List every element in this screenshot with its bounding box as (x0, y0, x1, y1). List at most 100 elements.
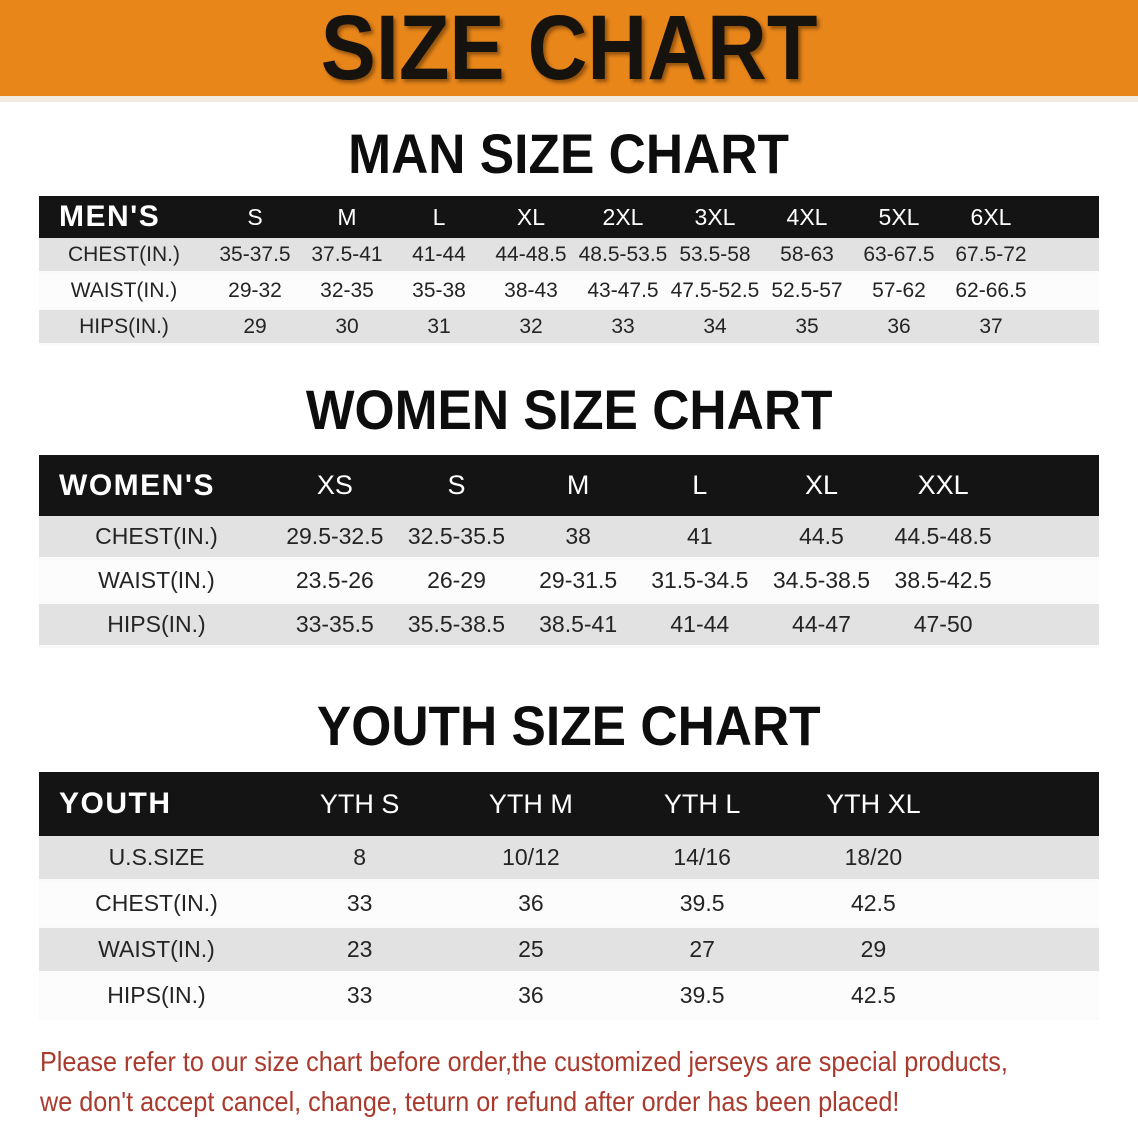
youth-size-section: YOUTH SIZE CHART YOUTH YTH S YTH M YTH L YT… (0, 698, 1138, 1020)
size-column-header: XXL (882, 455, 1004, 516)
row-label: CHEST(IN.) (39, 516, 274, 560)
women-section-heading-text: WOMEN SIZE CHART (305, 378, 833, 441)
size-cell: 34 (669, 308, 761, 346)
banner-title: SIZE CHART (320, 0, 818, 99)
size-cell: 32-35 (301, 272, 393, 310)
size-cell: 38.5-41 (517, 602, 639, 648)
table-row: CHEST(IN.) 35-37.5 37.5-41 41-44 44-48.5 48.5… (39, 238, 1099, 274)
table-row: WAIST(IN.) 23.5-26 26-29 29-31.5 31.5-34.5 34… (39, 558, 1099, 604)
row-label: WAIST(IN.) (39, 558, 274, 604)
spacer-cell (959, 926, 1099, 974)
size-column-header: YTH S (274, 772, 446, 836)
size-cell: 32 (485, 308, 577, 346)
size-column-header: YTH XL (787, 772, 959, 836)
size-cell: 36 (853, 308, 945, 346)
size-cell: 30 (301, 308, 393, 346)
size-cell: 48.5-53.5 (577, 238, 669, 274)
table-row: CHEST(IN.) 29.5-32.5 32.5-35.5 38 41 44.5 44.5… (39, 516, 1099, 560)
size-cell: 29 (209, 308, 301, 346)
size-cell: 23 (274, 926, 446, 974)
table-row: U.S.SIZE 8 10/12 14/16 18/20 (39, 836, 1099, 882)
size-cell: 47-50 (882, 602, 1004, 648)
size-cell: 26-29 (395, 558, 518, 604)
youth-size-table: YOUTH YTH S YTH M YTH L YTH XL U.S.SIZE 8 10/… (39, 772, 1099, 1020)
men-table-body: CHEST(IN.) 35-37.5 37.5-41 41-44 44-48.5 48.5… (39, 238, 1099, 346)
men-size-table: MEN'S S M L XL 2XL 3XL 4XL 5XL 6XL CHEST(IN.) 35-… (39, 196, 1099, 346)
size-cell: 10/12 (445, 836, 617, 882)
women-section-heading: WOMEN SIZE CHART (0, 382, 1138, 438)
size-cell: 43-47.5 (577, 272, 669, 310)
size-cell: 53.5-58 (669, 238, 761, 274)
men-section-heading-text: MAN SIZE CHART (348, 122, 790, 185)
men-size-section: MAN SIZE CHART MEN'S S M L XL 2XL 3XL 4XL 5XL 6X… (0, 126, 1138, 346)
youth-section-heading: YOUTH SIZE CHART (0, 698, 1138, 754)
size-column-header: M (517, 455, 639, 516)
size-column-header: XS (274, 455, 396, 516)
banner: SIZE CHART (0, 0, 1138, 102)
size-cell: 36 (445, 880, 617, 928)
size-chart-body: MAN SIZE CHART MEN'S S M L XL 2XL 3XL 4XL 5XL 6X… (0, 126, 1138, 1020)
size-column-header: L (393, 196, 485, 238)
size-cell: 38 (517, 516, 639, 560)
row-label: HIPS(IN.) (39, 602, 274, 648)
size-column-header: M (301, 196, 393, 238)
size-cell: 67.5-72 (945, 238, 1037, 274)
size-cell: 8 (274, 836, 446, 882)
size-cell: 58-63 (761, 238, 853, 274)
size-cell: 37.5-41 (301, 238, 393, 274)
row-label: HIPS(IN.) (39, 972, 274, 1020)
spacer-cell (1004, 516, 1099, 560)
men-table-header-row: MEN'S S M L XL 2XL 3XL 4XL 5XL 6XL (39, 196, 1099, 238)
size-cell: 14/16 (616, 836, 788, 882)
women-table-header-row: WOMEN'S XS S M L XL XXL (39, 455, 1099, 516)
size-column-header: S (209, 196, 301, 238)
footer-note-line-2: we don't accept cancel, change, teturn o… (40, 1086, 900, 1117)
size-cell: 35-38 (393, 272, 485, 310)
size-cell: 63-67.5 (853, 238, 945, 274)
footer-note-line-1: Please refer to our size chart before or… (40, 1046, 1008, 1077)
spacer-cell (1004, 558, 1099, 604)
size-cell: 33 (274, 972, 446, 1020)
size-column-header: XL (760, 455, 883, 516)
spacer-cell (1037, 272, 1099, 310)
size-cell: 33 (274, 880, 446, 928)
size-column-header: 5XL (853, 196, 945, 238)
women-size-section: WOMEN SIZE CHART WOMEN'S XS S M L XL XXL CHES… (0, 382, 1138, 648)
size-cell: 29-31.5 (517, 558, 639, 604)
size-column-header: 2XL (577, 196, 669, 238)
size-cell: 62-66.5 (945, 272, 1037, 310)
size-cell: 47.5-52.5 (669, 272, 761, 310)
size-cell: 25 (445, 926, 617, 974)
size-cell: 18/20 (787, 836, 959, 882)
size-column-header: YTH L (616, 772, 788, 836)
table-row: HIPS(IN.) 33-35.5 35.5-38.5 38.5-41 41-44 44-… (39, 602, 1099, 648)
size-cell: 42.5 (787, 972, 959, 1020)
size-cell: 52.5-57 (761, 272, 853, 310)
size-cell: 41-44 (638, 602, 761, 648)
size-column-header: 4XL (761, 196, 853, 238)
spacer-cell (1037, 196, 1099, 238)
size-cell: 33-35.5 (274, 602, 396, 648)
size-cell: 35 (761, 308, 853, 346)
spacer-cell (1037, 308, 1099, 346)
size-cell: 44-47 (760, 602, 883, 648)
women-table-title-cell: WOMEN'S (39, 455, 274, 516)
size-cell: 35.5-38.5 (395, 602, 518, 648)
table-row: HIPS(IN.) 33 36 39.5 42.5 (39, 972, 1099, 1020)
size-cell: 44-48.5 (485, 238, 577, 274)
size-cell: 41 (638, 516, 761, 560)
size-cell: 31 (393, 308, 485, 346)
size-column-header: 3XL (669, 196, 761, 238)
row-label: U.S.SIZE (39, 836, 274, 882)
row-label: WAIST(IN.) (39, 272, 209, 310)
size-column-header: 6XL (945, 196, 1037, 238)
men-table-title-cell: MEN'S (39, 196, 209, 238)
size-column-header: YTH M (445, 772, 617, 836)
size-cell: 31.5-34.5 (638, 558, 761, 604)
row-label: HIPS(IN.) (39, 308, 209, 346)
women-table-body: CHEST(IN.) 29.5-32.5 32.5-35.5 38 41 44.5 44.5… (39, 516, 1099, 648)
spacer-cell (1004, 602, 1099, 648)
footer-note: Please refer to our size chart before or… (40, 1042, 1138, 1122)
size-cell: 33 (577, 308, 669, 346)
